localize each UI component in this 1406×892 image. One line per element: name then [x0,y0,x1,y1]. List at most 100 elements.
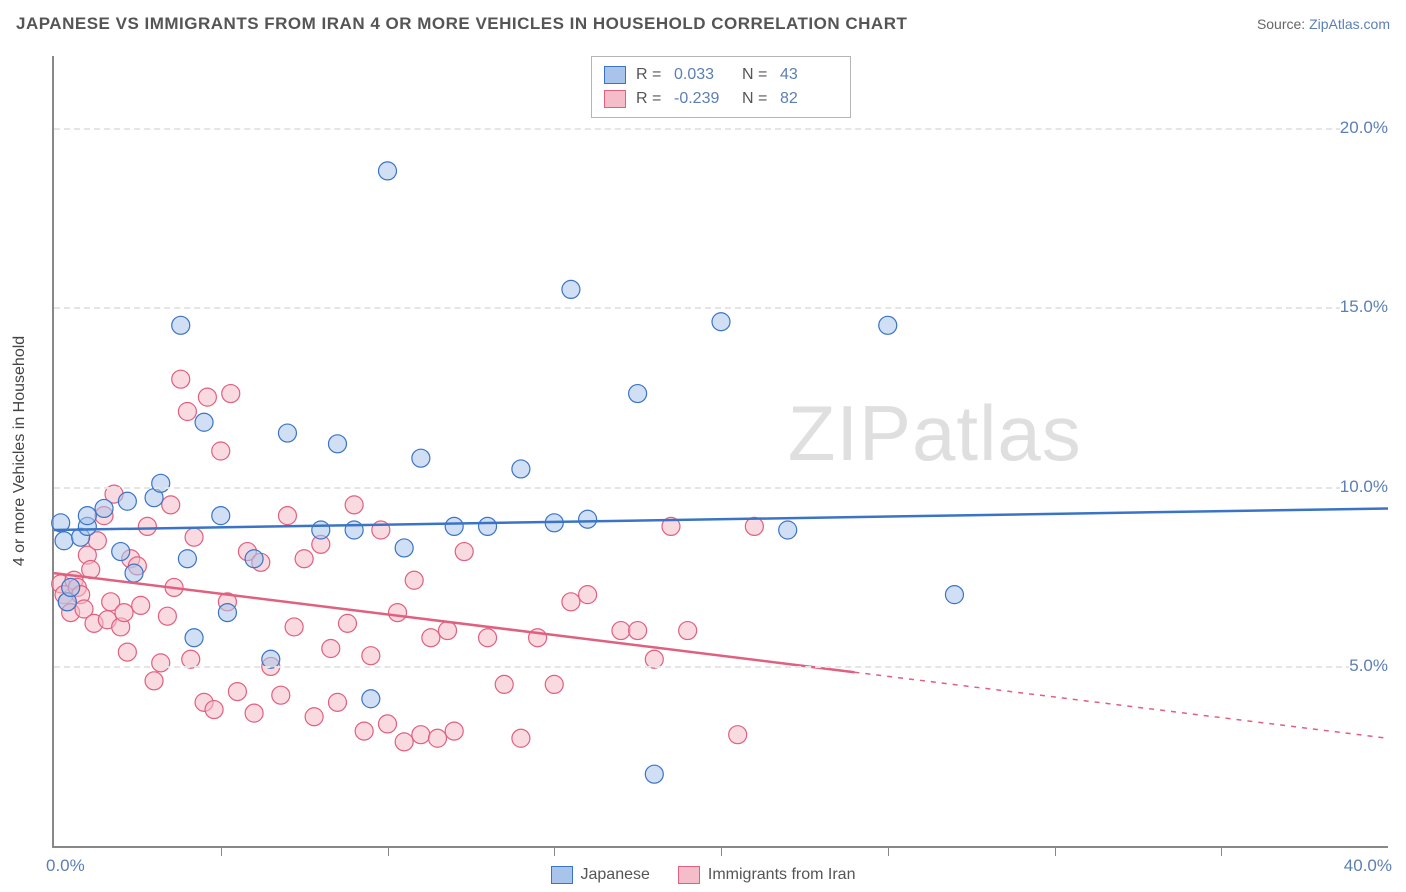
legend-item: Japanese [551,866,650,884]
y-tick-label: 5.0% [1349,656,1392,676]
data-point [612,622,630,640]
data-point [118,492,136,510]
data-point [455,543,473,561]
regression-line-dashed [854,672,1388,738]
legend-swatch [678,866,700,884]
x-tick [1221,846,1222,856]
x-tick [888,846,889,856]
stats-row: R = 0.033 N = 43 [604,63,838,87]
x-tick [221,846,222,856]
data-point [295,550,313,568]
data-point [629,385,647,403]
data-point [205,701,223,719]
legend-label: Immigrants from Iran [708,866,856,884]
n-label: N = [742,87,770,111]
data-point [355,722,373,740]
data-point [185,629,203,647]
source-link[interactable]: ZipAtlas.com [1309,16,1390,32]
gridline [54,666,1392,668]
data-point [198,388,216,406]
gridline [54,307,1392,309]
n-value-2: 82 [780,87,838,111]
x-tick [554,846,555,856]
swatch-series2 [604,90,626,108]
data-point [395,539,413,557]
data-point [112,543,130,561]
data-point [429,729,447,747]
chart-title: JAPANESE VS IMMIGRANTS FROM IRAN 4 OR MO… [16,14,907,34]
legend-label: Japanese [581,866,650,884]
data-point [95,499,113,517]
data-point [412,726,430,744]
data-point [379,715,397,733]
data-point [158,607,176,625]
stats-legend: R = 0.033 N = 43 R = -0.239 N = 82 [591,56,851,118]
n-label: N = [742,63,770,87]
r-label: R = [636,87,664,111]
r-label: R = [636,63,664,87]
data-point [679,622,697,640]
data-point [322,640,340,658]
data-point [422,629,440,647]
r-value-2: -0.239 [674,87,732,111]
data-point [729,726,747,744]
data-point [172,370,190,388]
data-point [285,618,303,636]
n-value-1: 43 [780,63,838,87]
data-point [562,593,580,611]
data-point [412,449,430,467]
data-point [272,686,290,704]
data-point [172,316,190,334]
data-point [645,765,663,783]
data-point [779,521,797,539]
data-point [185,528,203,546]
data-point [389,604,407,622]
data-point [439,622,457,640]
data-point [379,162,397,180]
gridline [54,487,1392,489]
data-point [362,647,380,665]
source-label: Source: [1257,16,1305,32]
swatch-series1 [604,66,626,84]
data-point [479,517,497,535]
data-point [145,672,163,690]
data-point [152,654,170,672]
data-point [345,521,363,539]
data-point [512,729,530,747]
data-point [445,517,463,535]
data-point [495,675,513,693]
data-point [62,578,80,596]
data-point [212,442,230,460]
scatter-svg [54,56,1388,846]
data-point [245,550,263,568]
regression-line [54,508,1388,530]
legend-swatch [551,866,573,884]
x-tick [1055,846,1056,856]
data-point [579,510,597,528]
data-point [132,596,150,614]
data-point [338,614,356,632]
y-tick-label: 20.0% [1340,118,1392,138]
data-point [152,474,170,492]
data-point [305,708,323,726]
data-point [745,517,763,535]
legend-item: Immigrants from Iran [678,866,856,884]
data-point [512,460,530,478]
data-point [178,403,196,421]
data-point [879,316,897,334]
data-point [212,507,230,525]
data-point [78,507,96,525]
data-point [178,550,196,568]
y-tick-label: 10.0% [1340,477,1392,497]
data-point [278,507,296,525]
data-point [562,280,580,298]
series-legend: Japanese Immigrants from Iran [0,866,1406,884]
data-point [362,690,380,708]
data-point [545,675,563,693]
data-point [278,424,296,442]
data-point [479,629,497,647]
data-point [162,496,180,514]
data-point [245,704,263,722]
data-point [395,733,413,751]
data-point [125,564,143,582]
